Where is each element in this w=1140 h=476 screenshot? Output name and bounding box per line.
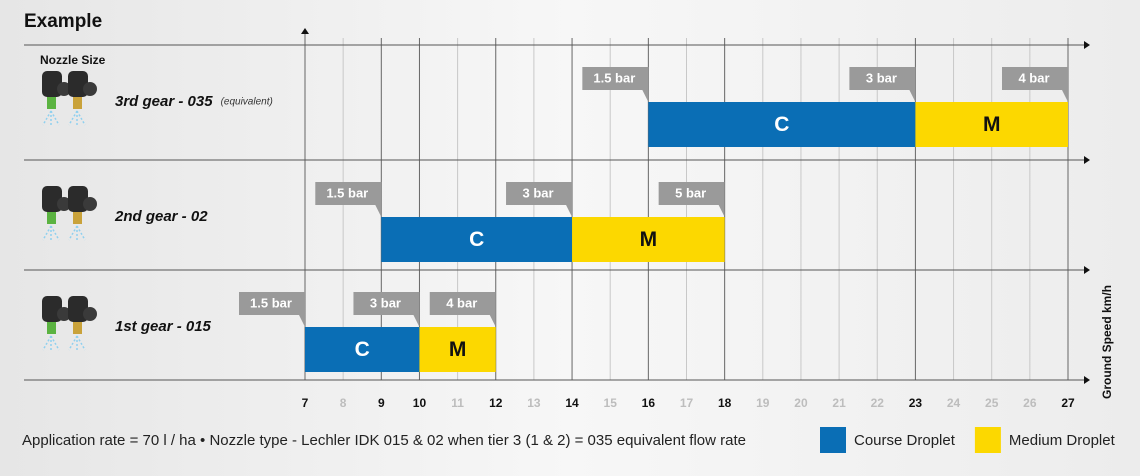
x-tick-label: 19 — [756, 396, 770, 410]
pressure-flag — [1002, 67, 1068, 102]
nozzle-icon — [73, 322, 82, 334]
spray-icon — [68, 335, 86, 351]
pressure-label: 3 bar — [866, 70, 897, 85]
x-tick-label: 18 — [718, 396, 732, 410]
legend-swatch — [974, 427, 1001, 453]
pressure-flag — [353, 292, 420, 327]
pressure-label: 4 bar — [446, 295, 477, 310]
nozzle-icon — [42, 296, 62, 322]
x-tick-label: 10 — [413, 396, 427, 410]
bar-label: C — [469, 228, 484, 251]
x-axis-label: Ground Speed km/h — [1100, 285, 1114, 399]
x-tick-label: 25 — [985, 396, 999, 410]
legend-label: Medium Droplet — [1009, 432, 1116, 449]
spray-icon — [68, 225, 86, 241]
nozzle-icon — [47, 97, 56, 109]
x-tick-label: 22 — [871, 396, 885, 410]
row-note: (equivalent) — [221, 97, 273, 108]
spray-icon — [42, 335, 60, 351]
pressure-label: 1.5 bar — [326, 185, 368, 200]
row-header: Nozzle Size — [40, 53, 106, 67]
range-bar — [305, 327, 420, 372]
pressure-label: 1.5 bar — [250, 295, 292, 310]
nozzle-icon — [47, 212, 56, 224]
x-tick-label: 9 — [378, 396, 385, 410]
bar-label: M — [449, 338, 467, 361]
x-tick-label: 16 — [642, 396, 656, 410]
x-tick-label: 7 — [302, 396, 309, 410]
x-tick-label: 27 — [1061, 396, 1075, 410]
nozzle-icon — [83, 307, 97, 321]
bar-label: C — [355, 338, 370, 361]
nozzle-icon — [68, 296, 88, 322]
range-bar — [381, 217, 573, 262]
nozzle-icon — [68, 71, 88, 97]
pressure-label: 3 bar — [523, 185, 554, 200]
axis-arrow — [301, 28, 309, 34]
bar-label: M — [640, 228, 658, 251]
nozzle-icon — [68, 186, 88, 212]
x-tick-label: 15 — [604, 396, 618, 410]
spray-icon — [68, 110, 86, 126]
x-tick-label: 17 — [680, 396, 694, 410]
x-tick-label: 24 — [947, 396, 961, 410]
chart-title: Example — [24, 11, 102, 32]
nozzle-icon — [83, 82, 97, 96]
range-bar — [419, 327, 496, 372]
pressure-flag — [849, 67, 916, 102]
range-bar — [915, 102, 1068, 147]
pressure-flag — [429, 292, 496, 327]
pressure-flag — [658, 182, 725, 217]
row-label: 2nd gear - 02 — [114, 208, 208, 225]
nozzle-icon — [42, 186, 62, 212]
range-bar — [572, 217, 725, 262]
row-arrow — [1084, 266, 1090, 274]
nozzle-icon — [57, 307, 71, 321]
x-tick-label: 26 — [1023, 396, 1037, 410]
pressure-label: 3 bar — [370, 295, 401, 310]
row-arrow — [1084, 156, 1090, 164]
spray-icon — [42, 110, 60, 126]
legend-label: Course Droplet — [854, 432, 956, 449]
bar-label: C — [774, 113, 789, 136]
nozzle-icon — [83, 197, 97, 211]
nozzle-icon — [47, 322, 56, 334]
nozzle-icon — [57, 197, 71, 211]
pressure-label: 5 bar — [675, 185, 706, 200]
row-label: 1st gear - 015 — [115, 318, 212, 335]
legend-swatch — [820, 427, 846, 453]
x-tick-label: 23 — [909, 396, 923, 410]
range-bar — [648, 102, 916, 147]
pressure-flag — [582, 67, 649, 102]
x-tick-label: 11 — [451, 396, 464, 410]
footnote: Application rate = 70 l / ha • Nozzle ty… — [22, 432, 746, 449]
nozzle-icon — [57, 82, 71, 96]
x-tick-label: 13 — [527, 396, 541, 410]
spray-icon — [42, 225, 60, 241]
bar-label: M — [983, 113, 1001, 136]
x-tick-label: 14 — [565, 396, 579, 410]
pressure-flag — [315, 182, 382, 217]
x-tick-label: 8 — [340, 396, 347, 410]
pressure-label: 4 bar — [1018, 70, 1049, 85]
x-tick-label: 20 — [794, 396, 808, 410]
pressure-label: 1.5 bar — [593, 70, 635, 85]
row-arrow — [1084, 376, 1090, 384]
nozzle-icon — [73, 97, 82, 109]
nozzle-icon — [42, 71, 62, 97]
pressure-flag — [239, 292, 305, 327]
row-arrow — [1084, 41, 1090, 49]
pressure-flag — [506, 182, 573, 217]
row-label: 3rd gear - 035 — [115, 93, 213, 110]
x-tick-label: 21 — [832, 396, 846, 410]
nozzle-icon — [73, 212, 82, 224]
x-tick-label: 12 — [489, 396, 503, 410]
